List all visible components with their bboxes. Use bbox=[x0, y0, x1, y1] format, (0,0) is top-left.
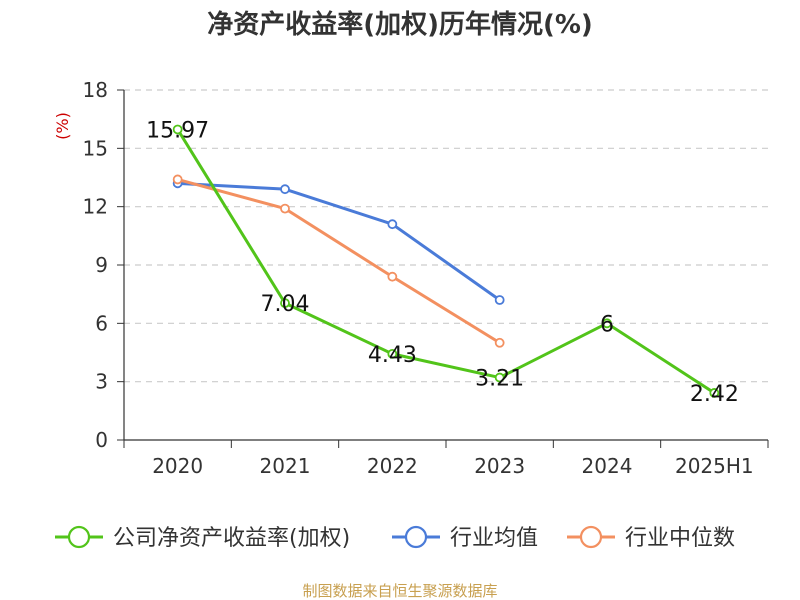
data-point-2 bbox=[387, 271, 398, 282]
data-label: 2.42 bbox=[690, 382, 739, 407]
y-tick-label: 9 bbox=[95, 253, 108, 277]
x-tick-label: 2020 bbox=[152, 454, 203, 478]
data-point-2 bbox=[172, 174, 183, 185]
series-line-0 bbox=[176, 128, 716, 395]
data-point-2 bbox=[280, 203, 290, 214]
series-line-2 bbox=[177, 177, 501, 345]
data-point-1 bbox=[280, 184, 290, 195]
legend-label: 行业中位数 bbox=[625, 526, 735, 551]
data-label: 4.43 bbox=[368, 343, 417, 368]
data-point-0 bbox=[387, 348, 398, 359]
data-label: 6 bbox=[600, 312, 614, 337]
x-tick-label: 2022 bbox=[367, 454, 418, 478]
data-point-0 bbox=[709, 388, 720, 398]
x-tick-label: 2024 bbox=[582, 454, 633, 478]
data-point-0 bbox=[602, 318, 612, 329]
legend-label: 行业均值 bbox=[450, 526, 538, 551]
y-tick-label: 3 bbox=[95, 370, 108, 394]
legend: 公司净资产收益率(加权) 行业均值 行业中位数 bbox=[55, 525, 735, 551]
chart-title: 净资产收益率(加权)历年情况(%) bbox=[207, 9, 593, 40]
axes: 0 3 6 9 12 15 18 2020 2021 2022 2023 2024 2025H1 bbox=[83, 78, 769, 478]
data-point-0 bbox=[172, 124, 183, 135]
data-point-0 bbox=[280, 298, 290, 309]
y-tick-label: 18 bbox=[83, 78, 108, 102]
legend-marker bbox=[404, 525, 428, 549]
data-label: 15.97 bbox=[146, 118, 209, 143]
x-tick-label: 2021 bbox=[260, 454, 311, 478]
series-line-1 bbox=[177, 181, 501, 302]
data-label: 7.04 bbox=[261, 292, 310, 317]
x-tick-label: 2023 bbox=[474, 454, 525, 478]
y-tick-label: 6 bbox=[95, 311, 108, 335]
legend-label: 公司净资产收益率(加权) bbox=[113, 526, 350, 551]
y-tick-label: 12 bbox=[83, 195, 108, 219]
data-point-1 bbox=[387, 219, 398, 230]
data-point-2 bbox=[494, 337, 505, 348]
gridlines bbox=[124, 89, 768, 383]
y-axis-unit-label: (%) bbox=[53, 112, 72, 140]
data-labels: 15.97 7.04 4.43 3.21 6 2.42 bbox=[146, 118, 739, 406]
legend-marker bbox=[67, 525, 91, 549]
y-tick-label: 0 bbox=[95, 428, 108, 452]
series-lines bbox=[172, 124, 720, 398]
data-label: 3.21 bbox=[475, 367, 524, 392]
data-point-1 bbox=[494, 295, 505, 305]
data-point-0 bbox=[494, 372, 505, 383]
source-note: 制图数据来自恒生聚源数据库 bbox=[302, 582, 497, 600]
x-tick-label: 2025H1 bbox=[675, 454, 754, 478]
y-tick-label: 15 bbox=[83, 136, 108, 160]
legend-marker bbox=[579, 525, 603, 549]
